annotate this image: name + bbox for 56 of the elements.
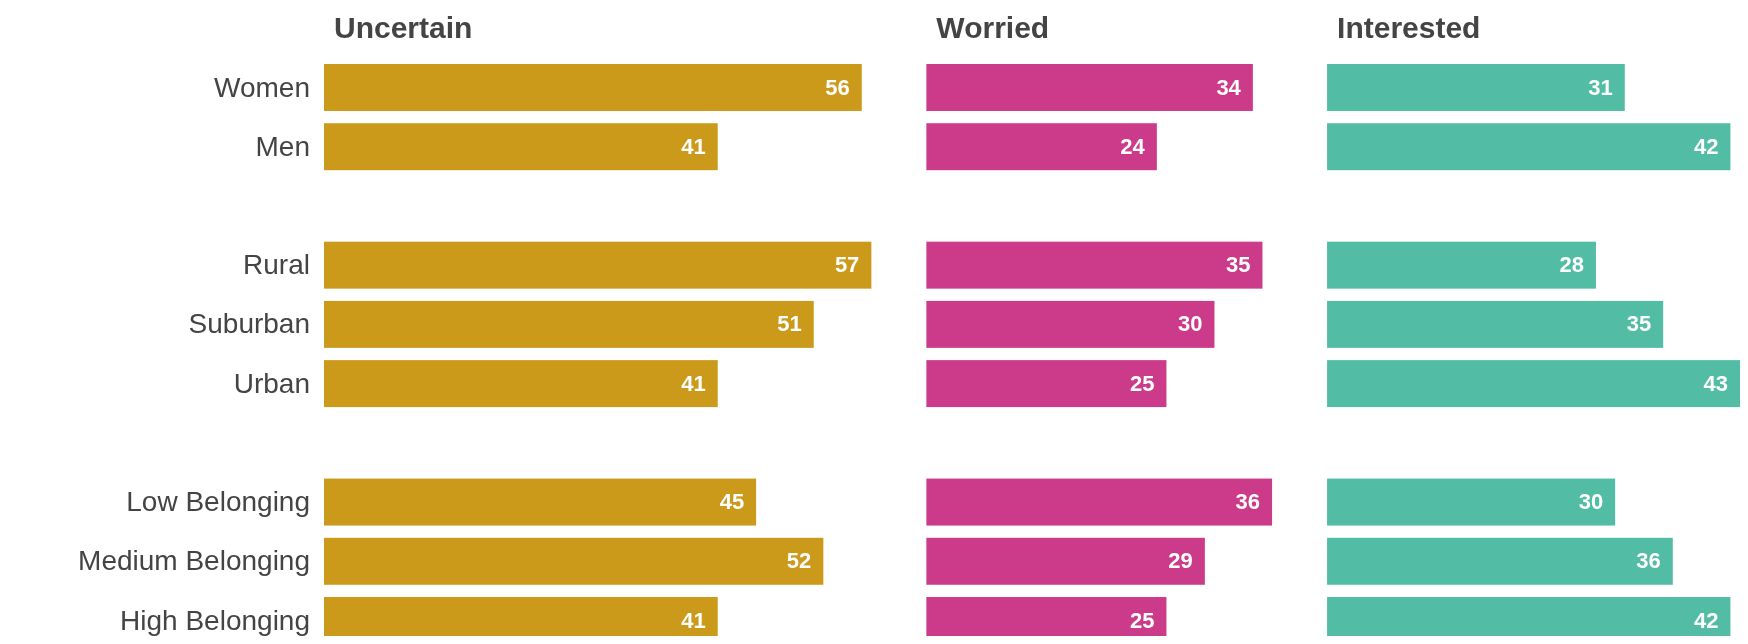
- bar: [324, 64, 862, 111]
- bar: [1327, 300, 1664, 348]
- bar: [324, 241, 872, 289]
- data-label: 41: [681, 370, 706, 396]
- chart-title: Uncertain: [334, 11, 473, 44]
- bar: [926, 360, 1167, 408]
- data-label: 51: [777, 311, 802, 337]
- y-tick-label: Rural: [243, 249, 310, 281]
- data-label: 28: [1559, 252, 1584, 278]
- data-label: 45: [719, 489, 745, 515]
- data-label: 25: [1129, 370, 1155, 396]
- bar: [324, 478, 757, 526]
- y-tick-label: Women: [214, 71, 310, 103]
- bar: [1327, 478, 1616, 526]
- chart-title: Interested: [1337, 11, 1481, 44]
- data-label: 57: [834, 252, 860, 278]
- data-label: 36: [1636, 548, 1661, 574]
- y-tick-label: Medium Belonging: [78, 545, 310, 577]
- data-label: 35: [1225, 252, 1251, 278]
- y-tick-label: High Belonging: [120, 604, 310, 636]
- data-label: 42: [1693, 607, 1719, 633]
- bar: [324, 300, 814, 348]
- bar: [926, 537, 1205, 585]
- data-label: 25: [1129, 607, 1155, 633]
- data-label: 34: [1216, 74, 1242, 100]
- chart-title: Worried: [936, 11, 1050, 44]
- data-label: 56: [825, 74, 850, 100]
- y-tick-label: Suburban: [188, 308, 310, 340]
- y-tick-label: Men: [255, 130, 310, 162]
- y-tick-label: Urban: [233, 367, 310, 399]
- data-label: 41: [681, 607, 706, 633]
- bar: [324, 537, 824, 585]
- bar: [926, 478, 1273, 526]
- data-label: 31: [1588, 74, 1613, 100]
- bar: [926, 300, 1215, 348]
- bar: [324, 123, 718, 171]
- data-label: 41: [681, 133, 706, 159]
- data-label: 29: [1168, 548, 1193, 574]
- data-label: 42: [1693, 133, 1719, 159]
- bar: [926, 123, 1157, 171]
- data-label: 43: [1703, 370, 1728, 396]
- data-label: 35: [1626, 311, 1652, 337]
- y-tick-label: Low Belonging: [126, 486, 310, 518]
- bar: [926, 241, 1263, 289]
- data-label: 30: [1578, 489, 1604, 515]
- data-label: 24: [1120, 133, 1146, 159]
- bar: [1327, 241, 1596, 289]
- bar: [1327, 360, 1740, 408]
- data-label: 52: [786, 548, 812, 574]
- bar: [1327, 123, 1731, 171]
- bar: [1327, 64, 1625, 111]
- bar: [324, 360, 718, 408]
- bar: [926, 64, 1253, 111]
- bar: [1327, 537, 1673, 585]
- data-label: 36: [1235, 489, 1261, 515]
- data-label: 30: [1177, 311, 1203, 337]
